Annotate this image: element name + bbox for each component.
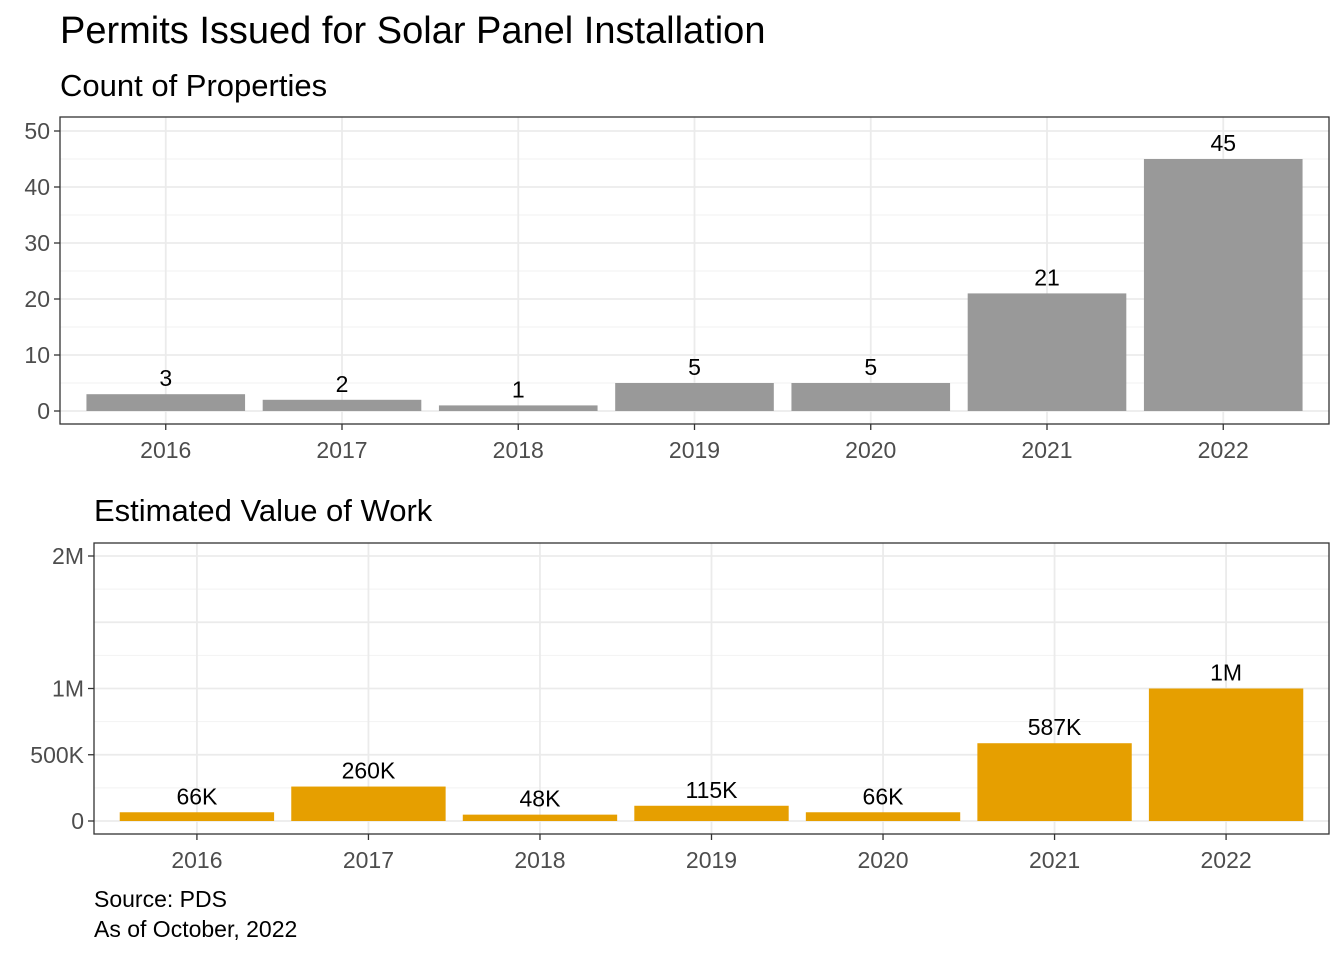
bar-2017: [262, 399, 422, 411]
x-tick-label-2017: 2017: [316, 437, 367, 463]
bar-2020: [791, 383, 951, 411]
data-label-2018: 48K: [520, 786, 562, 812]
x-tick-label-2020: 2020: [845, 437, 896, 463]
y-tick-label: 10: [24, 342, 50, 368]
data-label-2017: 260K: [342, 758, 396, 784]
chart-panel-value: Estimated Value of Work 66K 260K 48K 115K 66K…: [30, 493, 1330, 873]
y-tick-label: 2M: [52, 543, 84, 569]
y-tick-label: 500K: [30, 742, 84, 768]
x-tick-label-2019: 2019: [669, 437, 720, 463]
panel-title: Estimated Value of Work: [94, 493, 433, 528]
bar-2019: [615, 383, 774, 411]
bar-2017: [291, 786, 446, 821]
bar-2022: [1143, 159, 1303, 411]
y-tick-label: 1M: [52, 676, 84, 702]
x-tick-label-2018: 2018: [493, 437, 544, 463]
data-label-2019: 115K: [685, 777, 738, 803]
data-label-2016: 3: [159, 365, 172, 391]
x-tick-label-2021: 2021: [1021, 437, 1072, 463]
data-label-2022: 45: [1210, 130, 1236, 156]
caption-source: Source: PDS: [94, 886, 227, 912]
x-tick-label-2022: 2022: [1198, 437, 1249, 463]
data-label-2020: 5: [864, 354, 877, 380]
x-tick-label-2016: 2016: [140, 437, 191, 463]
data-label-2022: 1M: [1210, 660, 1242, 686]
x-tick-label-2016: 2016: [171, 847, 222, 873]
x-tick-label-2020: 2020: [857, 847, 908, 873]
x-tick-label-2019: 2019: [686, 847, 737, 873]
data-label-2019: 5: [688, 354, 701, 380]
bar-2016: [86, 394, 246, 411]
bar-2018: [462, 814, 618, 821]
bar-2021: [977, 743, 1132, 821]
bar-2021: [967, 293, 1127, 411]
x-tick-label-2022: 2022: [1200, 847, 1251, 873]
data-label-2017: 2: [336, 371, 349, 397]
x-tick-label-2018: 2018: [514, 847, 565, 873]
main-title: Permits Issued for Solar Panel Installat…: [60, 10, 766, 52]
y-tick-label: 50: [24, 118, 50, 144]
bar-2016: [119, 812, 275, 821]
bar-2020: [805, 812, 961, 821]
bar-2022: [1148, 688, 1304, 821]
y-tick-label: 0: [37, 398, 50, 424]
data-label-2021: 587K: [1028, 714, 1082, 740]
x-tick-label-2017: 2017: [343, 847, 394, 873]
data-label-2020: 66K: [863, 783, 905, 809]
y-tick-label: 20: [24, 286, 50, 312]
bar-2019: [634, 805, 789, 821]
bar-2018: [438, 405, 598, 411]
y-tick-label: 30: [24, 230, 50, 256]
y-tick-label: 40: [24, 174, 50, 200]
data-label-2021: 21: [1034, 264, 1060, 290]
panel-title: Count of Properties: [60, 68, 327, 103]
data-label-2018: 1: [512, 376, 525, 402]
x-tick-label-2021: 2021: [1029, 847, 1080, 873]
caption-date: As of October, 2022: [94, 916, 298, 942]
data-label-2016: 66K: [176, 783, 218, 809]
y-tick-label: 0: [71, 808, 84, 834]
